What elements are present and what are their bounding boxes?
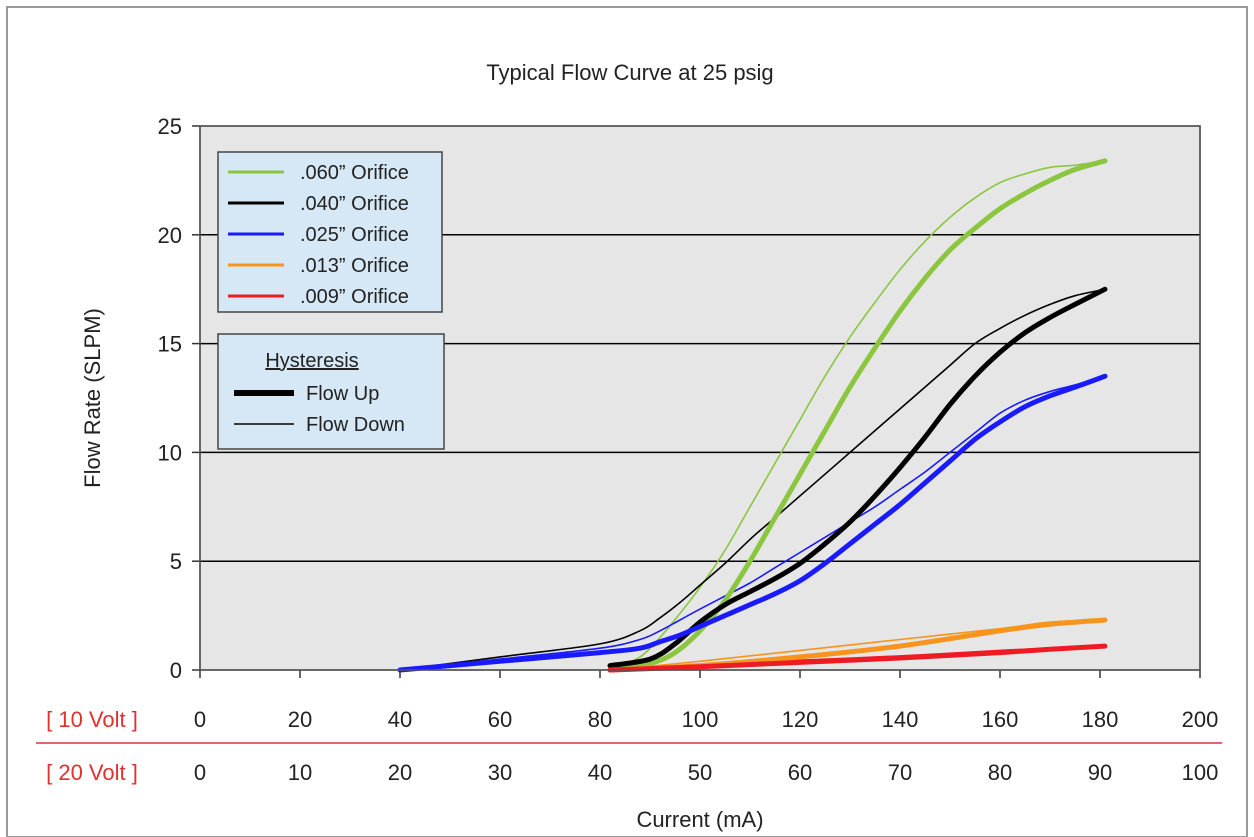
axes: 0 5 10 15 20 25 [158, 114, 1201, 683]
series-layer [397, 158, 1108, 673]
series-line-040-flow-down [399, 288, 1106, 671]
voltage-scale-tick: 180 [1082, 707, 1119, 732]
hysteresis-legend-title: Hysteresis [265, 350, 358, 372]
voltage-scale-tick: 10 [288, 760, 312, 785]
voltage-scale-tick: 20 [388, 760, 412, 785]
voltage-scale-tick: 70 [888, 760, 912, 785]
voltage-scale-tick: 60 [788, 760, 812, 785]
orifice-legend-box [217, 151, 443, 313]
y-tick-label: 20 [158, 223, 182, 248]
y-tick-label: 25 [158, 114, 182, 139]
voltage-scale-tick: 100 [1182, 760, 1219, 785]
voltage-scale-tick: 120 [782, 707, 819, 732]
legend-label: .025” Orifice [300, 224, 409, 246]
voltage-scale-tick: 20 [288, 707, 312, 732]
chart-title: Typical Flow Curve at 25 psig [486, 60, 773, 85]
hysteresis-legend: Hysteresis Flow Up Flow Down [217, 333, 445, 450]
legend-label: .060” Orifice [300, 162, 409, 184]
legend-label: .009” Orifice [300, 286, 409, 308]
plot-border [199, 125, 1201, 671]
voltage-scale-tick: 90 [1088, 760, 1112, 785]
y-tick-label: 10 [158, 440, 182, 465]
voltage-scale-label: [ 20 Volt ] [46, 760, 138, 785]
hysteresis-label: Flow Up [306, 383, 379, 405]
voltage-scale-tick: 50 [688, 760, 712, 785]
voltage-scale-tick: 80 [588, 707, 612, 732]
voltage-scale-tick: 100 [682, 707, 719, 732]
series-line-025-flow-down [399, 375, 1106, 671]
voltage-scale-tick: 0 [194, 707, 206, 732]
voltage-scale-tick: 40 [588, 760, 612, 785]
voltage-scale-tick: 200 [1182, 707, 1219, 732]
orifice-legend: .060” Orifice .040” Orifice .025” Orifice.… [217, 151, 443, 313]
series-line-009-flow-up [607, 643, 1108, 673]
hysteresis-label: Flow Down [306, 414, 405, 436]
voltage-scale-tick: 140 [882, 707, 919, 732]
series-line-040-flow-up [607, 286, 1108, 669]
voltage-scale-tick: 60 [488, 707, 512, 732]
y-axis-title: Flow Rate (SLPM) [80, 308, 105, 488]
series-line-060-flow-down [609, 160, 1106, 671]
series-line-060-flow-up [607, 158, 1108, 673]
legend-label: .013” Orifice [300, 255, 409, 277]
voltage-scale-tick: 40 [388, 707, 412, 732]
voltage-scale-tick: 30 [488, 760, 512, 785]
y-tick-label: 5 [170, 549, 182, 574]
voltage-scales: [ 10 Volt ] 0 20 40 60 80 100 120 140 160 180 200[ … [36, 707, 1222, 785]
voltage-scale-tick: 0 [194, 760, 206, 785]
voltage-scale-tick: 80 [988, 760, 1012, 785]
series-line-025-flow-up [397, 373, 1108, 673]
voltage-scale-label: [ 10 Volt ] [46, 707, 138, 732]
y-tick-label: 0 [170, 658, 182, 683]
x-axis-title: Current (mA) [636, 807, 763, 832]
voltage-scale-tick: 160 [982, 707, 1019, 732]
legend-label: .040” Orifice [300, 193, 409, 215]
y-tick-label: 15 [158, 332, 182, 357]
